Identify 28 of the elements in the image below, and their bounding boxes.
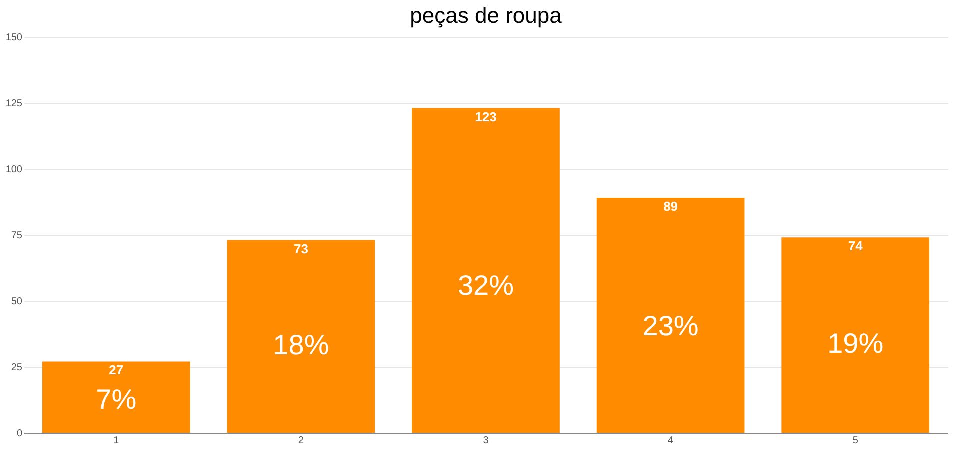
data-label: 89 — [664, 199, 678, 214]
data-label: 27 — [109, 362, 124, 378]
y-tick-label: 0 — [16, 428, 23, 440]
bar — [596, 198, 745, 433]
y-tick-label: 150 — [6, 32, 23, 44]
annotation: 32% — [458, 270, 514, 301]
annotation: 18% — [273, 329, 330, 360]
data-label: 73 — [294, 241, 308, 256]
y-tick-label: 125 — [6, 98, 23, 110]
bar — [42, 362, 190, 433]
y-tick-label: 100 — [6, 164, 23, 176]
y-tick-label: 75 — [11, 230, 23, 242]
annotation: 19% — [828, 328, 884, 360]
x-tick-label: 5 — [852, 436, 859, 446]
x-tick-label: 4 — [668, 436, 674, 446]
annotation: 23% — [642, 310, 699, 342]
y-tick-label: 25 — [11, 362, 23, 374]
y-tick-label: 50 — [11, 296, 23, 308]
bar — [227, 240, 376, 433]
chart-title: peças de roupa — [410, 3, 563, 28]
x-tick-label: 1 — [114, 436, 120, 446]
bar — [782, 238, 930, 433]
annotation: 7% — [96, 384, 137, 415]
data-label: 123 — [475, 109, 497, 124]
x-tick-label: 2 — [298, 436, 304, 446]
x-tick-label: 3 — [483, 436, 490, 446]
data-label: 74 — [848, 238, 864, 254]
bar — [412, 108, 560, 433]
